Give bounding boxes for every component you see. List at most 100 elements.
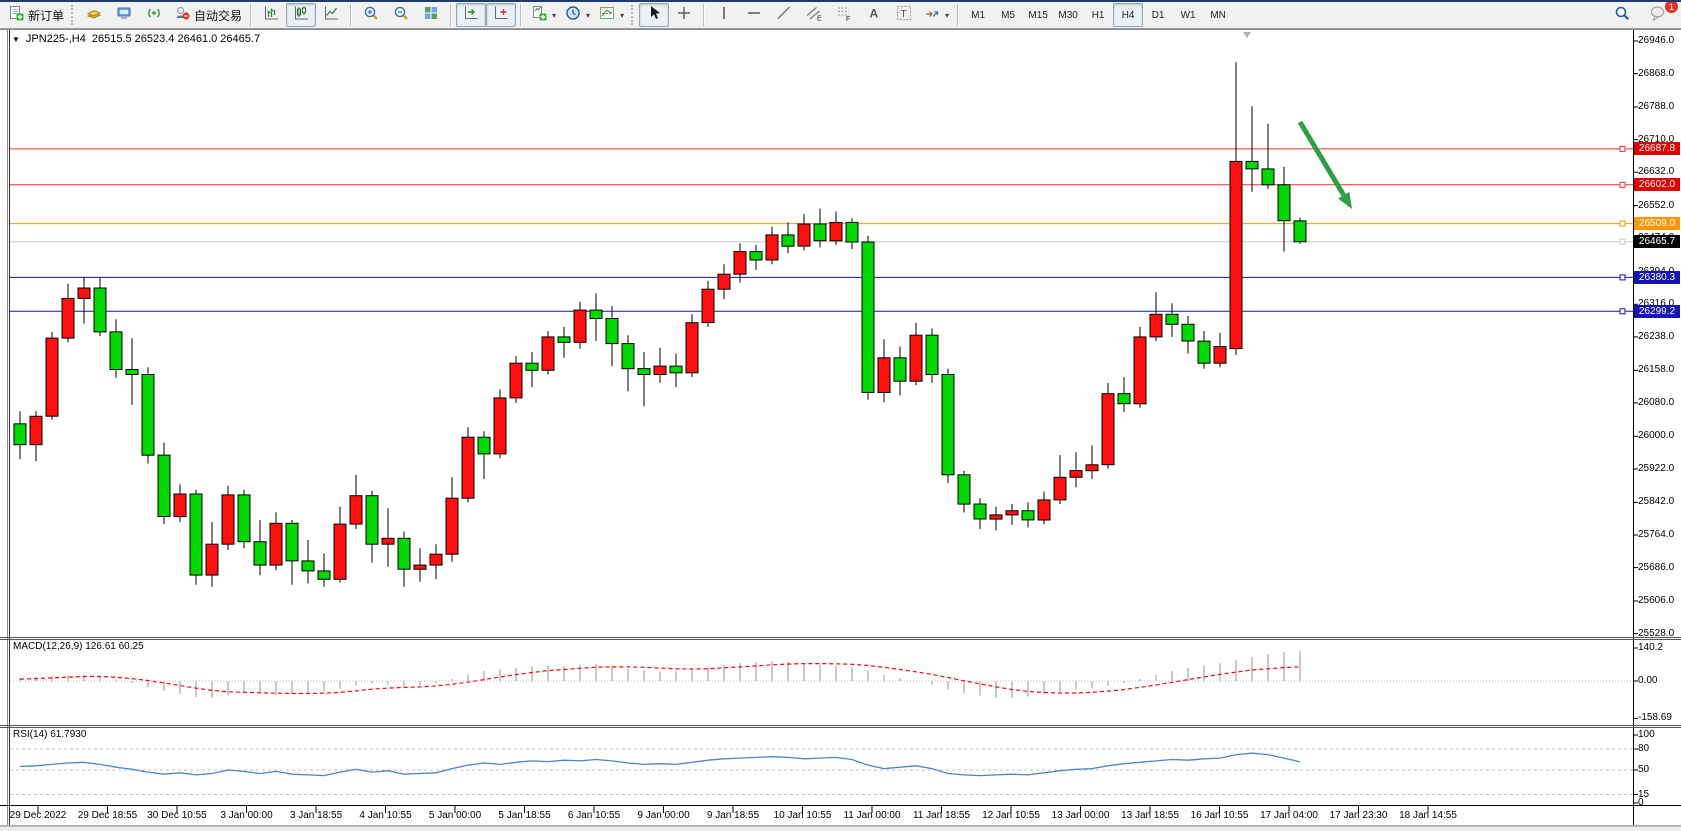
channel-button[interactable]: E [799, 3, 829, 27]
timeframe-mn[interactable]: MN [1203, 3, 1233, 27]
auto-scroll-icon [462, 4, 480, 27]
price-tick-label: 26080.0 [1638, 396, 1675, 408]
search-button[interactable] [1607, 3, 1637, 27]
price-tick-label: 26316.0 [1638, 298, 1675, 310]
candle-chart-button[interactable] [286, 3, 317, 27]
rsi-tick-label: 100 [1638, 729, 1655, 740]
status-bar [0, 826, 1681, 831]
toolbar: 新订单 自动交易 ▾ ▾ ▾ E F A T ▾ M1 M5 M15 M30 H1 H4 D1 W1 MN 1 [0, 0, 1681, 29]
line-chart-button[interactable] [316, 3, 346, 27]
symbol-ohlc-line: ▼ JPN225-,H4 26515.5 26523.4 26461.0 264… [12, 33, 260, 45]
chevron-down-icon[interactable]: ▾ [945, 10, 950, 20]
fibonacci-icon: F [835, 4, 853, 27]
timeframe-m1-label: M1 [971, 9, 986, 21]
chevron-down-icon[interactable]: ▾ [552, 10, 557, 20]
svg-text:A: A [870, 6, 879, 20]
zoom-in-button[interactable] [356, 3, 386, 27]
notification-badge: 1 [1665, 0, 1678, 13]
terminal-icon [115, 4, 133, 27]
fibonacci-button[interactable]: F [829, 3, 859, 27]
signals-icon [145, 4, 163, 27]
zoom-out-button[interactable] [386, 3, 416, 27]
price-tick-label: 25606.0 [1638, 595, 1675, 606]
timeframe-h4-label: H4 [1121, 9, 1135, 21]
auto-scroll-button[interactable] [456, 3, 487, 27]
price-tick-label: 26632.0 [1638, 166, 1675, 178]
macd-indicator-label: MACD(12,26,9) 126.61 60.25 [13, 641, 144, 652]
timeframe-m30[interactable]: M30 [1053, 3, 1083, 27]
timeframe-mn-label: MN [1210, 9, 1226, 21]
price-tick-label: 25764.0 [1638, 529, 1675, 540]
macd-tick-label: 0.00 [1638, 675, 1658, 686]
chevron-down-icon[interactable]: ▾ [586, 10, 591, 20]
time-tick-label: 9 Jan 00:00 [637, 810, 690, 821]
bar-chart-icon [262, 4, 280, 27]
market-watch-button[interactable] [79, 3, 109, 27]
profiles-button[interactable]: ▾ [560, 3, 594, 27]
price-tick-label: 26000.0 [1638, 430, 1675, 442]
rsi-tick-label: 0 [1638, 797, 1644, 808]
timeframe-h1[interactable]: H1 [1083, 3, 1113, 27]
timeframe-m1[interactable]: M1 [963, 3, 993, 27]
chat-button[interactable]: 1 [1643, 0, 1678, 27]
bar-chart-button[interactable] [256, 3, 286, 27]
price-tick-label: 26868.0 [1638, 67, 1675, 79]
svg-text:E: E [817, 15, 822, 22]
autotrade-icon [173, 4, 191, 27]
signals-button[interactable] [139, 3, 169, 27]
toolbar-separator [957, 4, 960, 26]
macd-tick-label: -158.69 [1638, 712, 1672, 724]
zoom-out-icon [392, 4, 410, 27]
timeframe-m5[interactable]: M5 [993, 3, 1023, 27]
vertical-line-button[interactable] [709, 3, 739, 27]
tile-windows-icon [422, 4, 440, 27]
timeframe-d1-label: D1 [1151, 9, 1165, 21]
cursor-icon [645, 4, 663, 27]
tile-windows-button[interactable] [416, 3, 446, 27]
toolbar-separator [520, 4, 523, 26]
text-icon: A [865, 4, 883, 27]
time-tick-label: 5 Jan 18:55 [498, 810, 551, 821]
crosshair-icon [675, 4, 693, 27]
toolbar-drag-handle[interactable] [631, 5, 636, 25]
time-tick-label: 16 Jan 10:55 [1190, 810, 1249, 821]
text-label-button[interactable]: T [889, 3, 919, 27]
chevron-down-icon[interactable]: ▾ [620, 10, 625, 20]
macd-tick-label: 140.2 [1638, 642, 1664, 653]
horizontal-line-button[interactable] [739, 3, 769, 27]
level-price-label: 26602.0 [1634, 178, 1680, 192]
chart-shift-button[interactable] [486, 3, 517, 27]
toolbar-buttons: 新订单 自动交易 ▾ ▾ ▾ E F A T ▾ M1 M5 M15 M30 H1 H4 D1 W1 MN [0, 3, 1607, 27]
indicators-icon [598, 4, 616, 27]
new-chart-button[interactable]: ▾ [526, 3, 560, 27]
price-tick-label: 26238.0 [1638, 330, 1675, 342]
crosshair-button[interactable] [669, 3, 699, 27]
new-order-button[interactable]: 新订单 [3, 3, 68, 27]
price-tick-label: 26552.0 [1638, 199, 1675, 211]
timeframe-d1[interactable]: D1 [1143, 3, 1173, 27]
svg-text:T: T [901, 9, 907, 20]
shapes-button[interactable]: ▾ [919, 3, 953, 27]
timeframe-h4[interactable]: H4 [1113, 3, 1144, 27]
timeframe-w1[interactable]: W1 [1173, 3, 1203, 27]
toolbar-drag-handle[interactable] [71, 5, 76, 25]
svg-text:F: F [846, 16, 850, 22]
time-tick-label: 29 Dec 18:55 [77, 810, 138, 821]
indicators-button[interactable]: ▾ [594, 3, 628, 27]
time-tick-label: 9 Jan 18:55 [706, 810, 760, 821]
terminal-button[interactable] [109, 3, 139, 27]
timeframe-m15[interactable]: M15 [1023, 3, 1053, 27]
autotrade-button[interactable]: 自动交易 [169, 3, 246, 27]
timeframe-w1-label: W1 [1180, 9, 1196, 21]
trendline-button[interactable] [769, 3, 799, 27]
cursor-button[interactable] [639, 3, 670, 27]
candle-chart-icon [292, 4, 310, 27]
timeframe-h1-label: H1 [1091, 9, 1105, 21]
text-button[interactable]: A [859, 3, 889, 27]
ohlc-collapse-arrow[interactable]: ▼ [12, 34, 20, 44]
time-tick-label: 13 Jan 00:00 [1051, 810, 1110, 821]
time-tick-label: 4 Jan 10:55 [359, 810, 412, 821]
level-price-label: 26509.0 [1634, 217, 1680, 231]
autotrade-button-label: 自动交易 [194, 8, 243, 23]
